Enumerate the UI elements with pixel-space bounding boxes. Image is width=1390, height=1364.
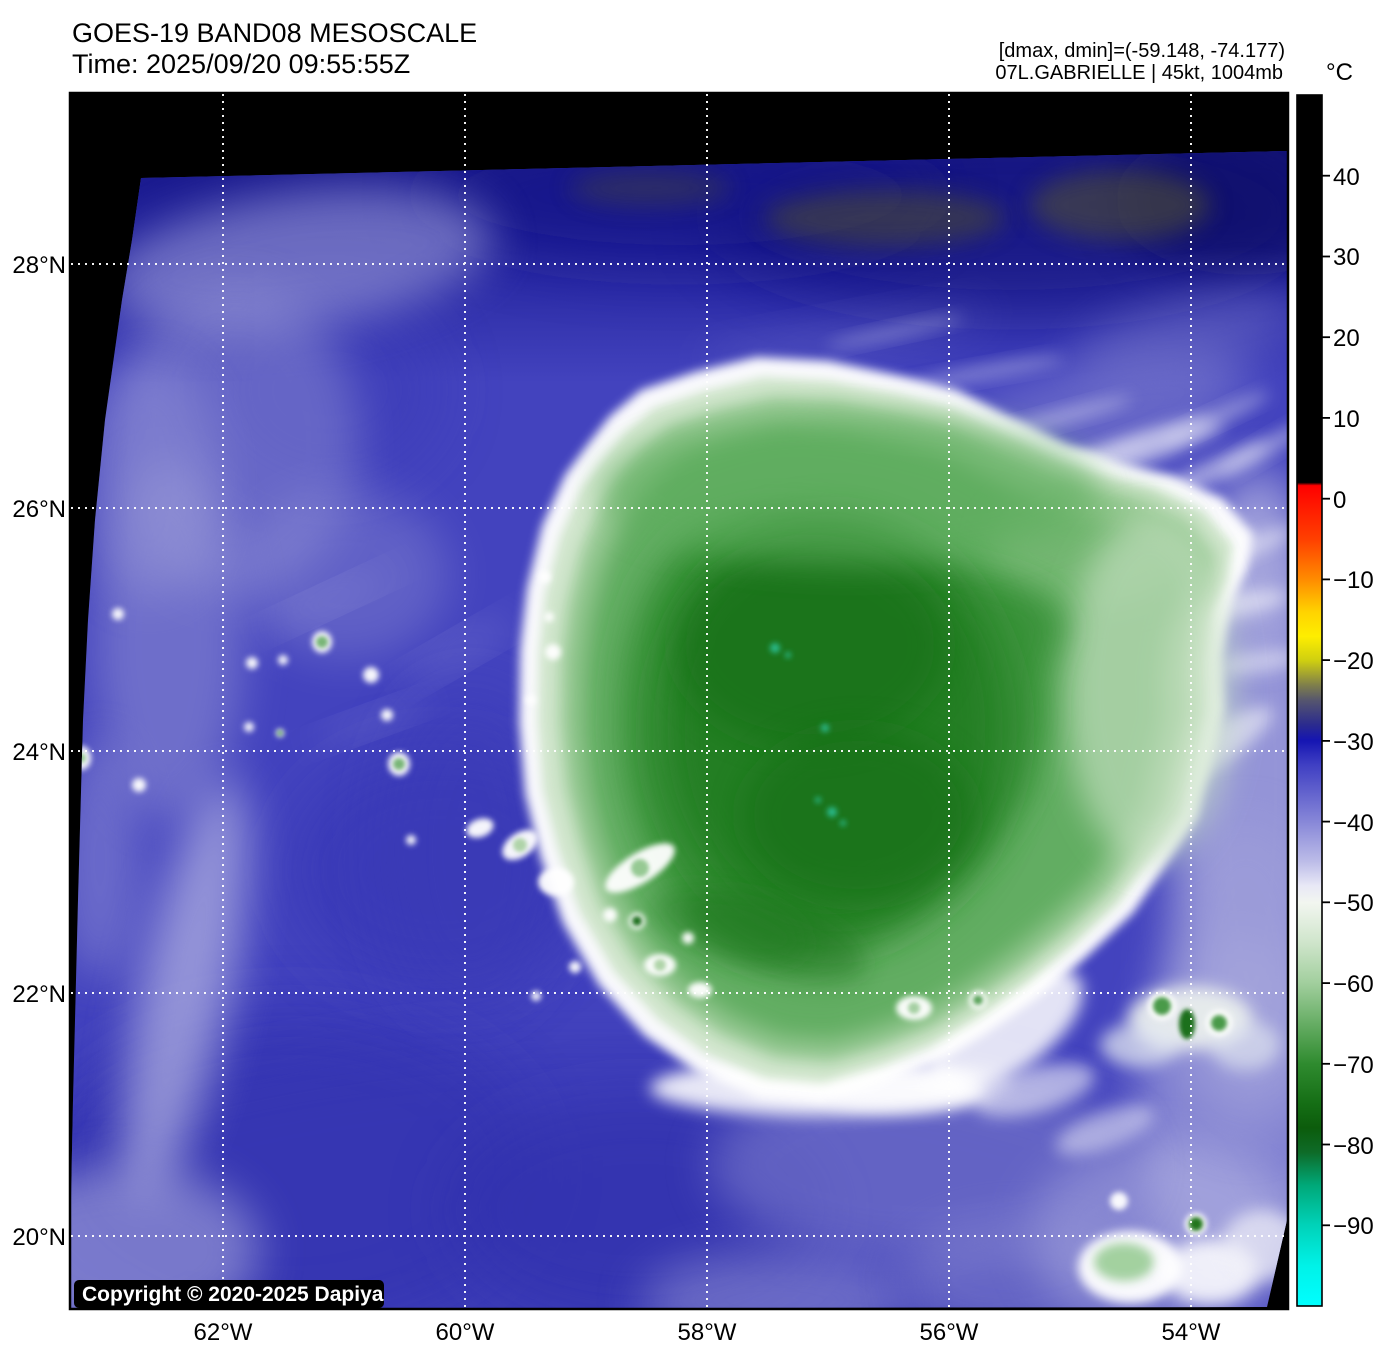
svg-text:−80: −80 <box>1333 1133 1374 1160</box>
svg-text:20°N: 20°N <box>12 1224 66 1251</box>
svg-text:20: 20 <box>1333 325 1360 352</box>
svg-text:−50: −50 <box>1333 890 1374 917</box>
svg-text:62°W: 62°W <box>194 1319 253 1346</box>
svg-text:°C: °C <box>1326 59 1353 86</box>
svg-text:−90: −90 <box>1333 1213 1374 1240</box>
svg-text:56°W: 56°W <box>920 1319 979 1346</box>
svg-text:−20: −20 <box>1333 648 1374 675</box>
svg-text:22°N: 22°N <box>12 981 66 1008</box>
svg-text:0: 0 <box>1333 487 1346 514</box>
svg-text:60°W: 60°W <box>436 1319 495 1346</box>
svg-text:GOES-19 BAND08 MESOSCALE: GOES-19 BAND08 MESOSCALE <box>72 18 477 48</box>
svg-text:28°N: 28°N <box>12 252 66 279</box>
svg-text:−60: −60 <box>1333 971 1374 998</box>
svg-text:30: 30 <box>1333 244 1360 271</box>
svg-text:Time: 2025/09/20 09:55:55Z: Time: 2025/09/20 09:55:55Z <box>72 49 410 79</box>
svg-text:−40: −40 <box>1333 810 1374 837</box>
svg-text:Copyright © 2020-2025 Dapiya: Copyright © 2020-2025 Dapiya <box>82 1283 384 1306</box>
svg-text:54°W: 54°W <box>1162 1319 1221 1346</box>
svg-text:24°N: 24°N <box>12 739 66 766</box>
svg-text:−30: −30 <box>1333 729 1374 756</box>
svg-text:07L.GABRIELLE | 45kt, 1004mb: 07L.GABRIELLE | 45kt, 1004mb <box>995 62 1283 84</box>
svg-text:[dmax, dmin]=(-59.148, -74.177: [dmax, dmin]=(-59.148, -74.177) <box>999 40 1285 62</box>
svg-text:10: 10 <box>1333 406 1360 433</box>
svg-text:−10: −10 <box>1333 567 1374 594</box>
svg-text:58°W: 58°W <box>678 1319 737 1346</box>
svg-text:26°N: 26°N <box>12 496 66 523</box>
svg-text:−70: −70 <box>1333 1052 1374 1079</box>
svg-text:40: 40 <box>1333 164 1360 191</box>
